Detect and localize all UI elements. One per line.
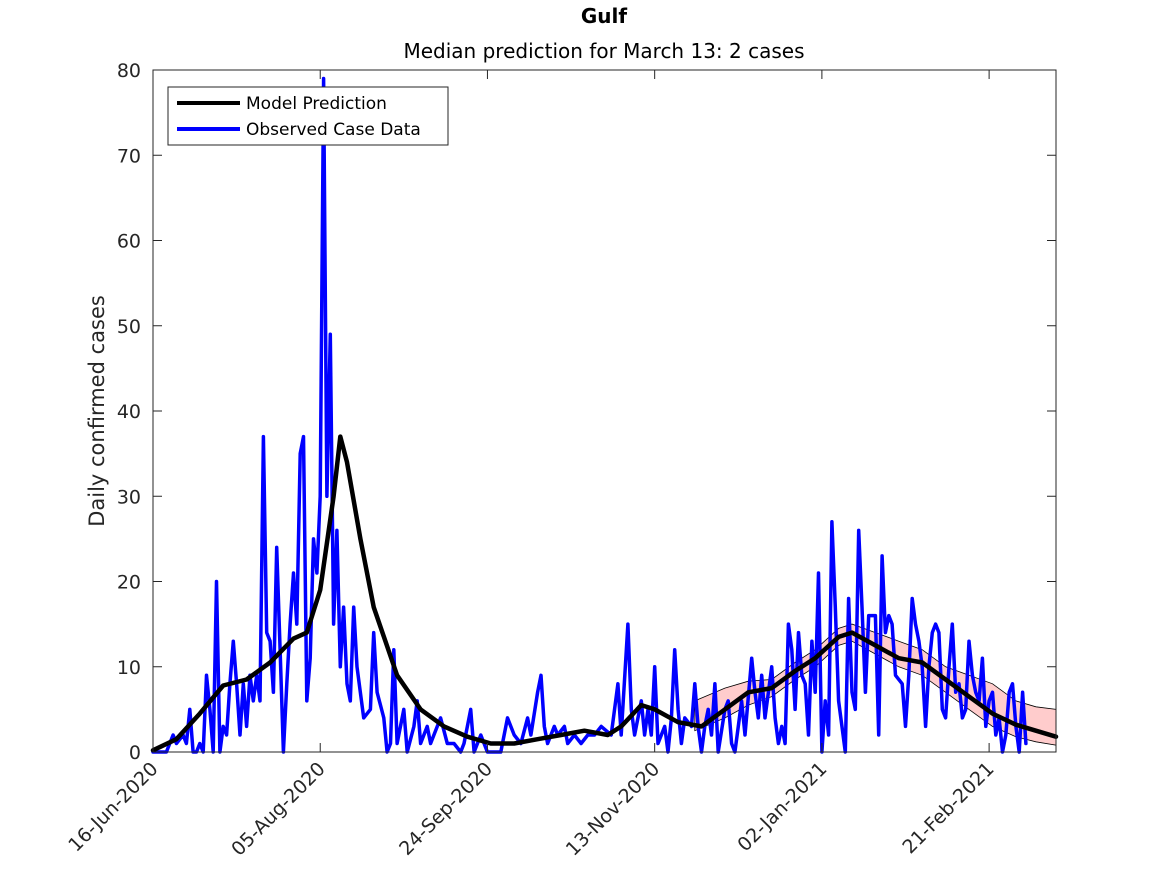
- series-layer: [150, 76, 1059, 754]
- y-ticks: 0 10 20 30 40 50 60 70 80: [117, 60, 1056, 764]
- x-tick-label: 21-Feb-2021: [898, 758, 998, 858]
- y-tick-label: 50: [117, 316, 141, 338]
- y-tick-label: 30: [117, 486, 141, 508]
- y-tick-label: 60: [117, 231, 141, 253]
- series-line-observed-case-data: [151, 76, 1028, 754]
- legend-label-model: Model Prediction: [246, 94, 387, 114]
- x-tick-label: 16-Jun-2020: [64, 758, 162, 856]
- legend-label-observed: Observed Case Data: [246, 120, 421, 140]
- axes-background: [153, 70, 1056, 752]
- legend: Model Prediction Observed Case Data: [167, 86, 449, 146]
- x-tick-label: 24-Sep-2020: [395, 758, 497, 860]
- x-tick-label: 05-Aug-2020: [227, 758, 329, 860]
- chart-subtitle: Median prediction for March 13: 2 cases: [403, 39, 804, 63]
- legend-box: [167, 86, 449, 146]
- y-tick-label: 0: [129, 742, 141, 764]
- chart-title: Gulf: [581, 4, 628, 28]
- series-line-model-prediction: [150, 434, 1059, 753]
- y-tick-label: 40: [117, 401, 141, 423]
- y-tick-label: 10: [117, 657, 141, 679]
- y-tick-label: 20: [117, 572, 141, 594]
- plot-area: 0 10 20 30 40 50 60 70 80 16-Jun-2020 05-Aug-2020…: [64, 60, 1059, 860]
- y-tick-label: 70: [117, 145, 141, 167]
- y-axis-label: Daily confirmed cases: [85, 295, 109, 527]
- x-tick-label: 13-Nov-2020: [562, 758, 664, 860]
- x-tick-label: 02-Jan-2021: [733, 758, 831, 856]
- y-tick-label: 80: [117, 60, 141, 82]
